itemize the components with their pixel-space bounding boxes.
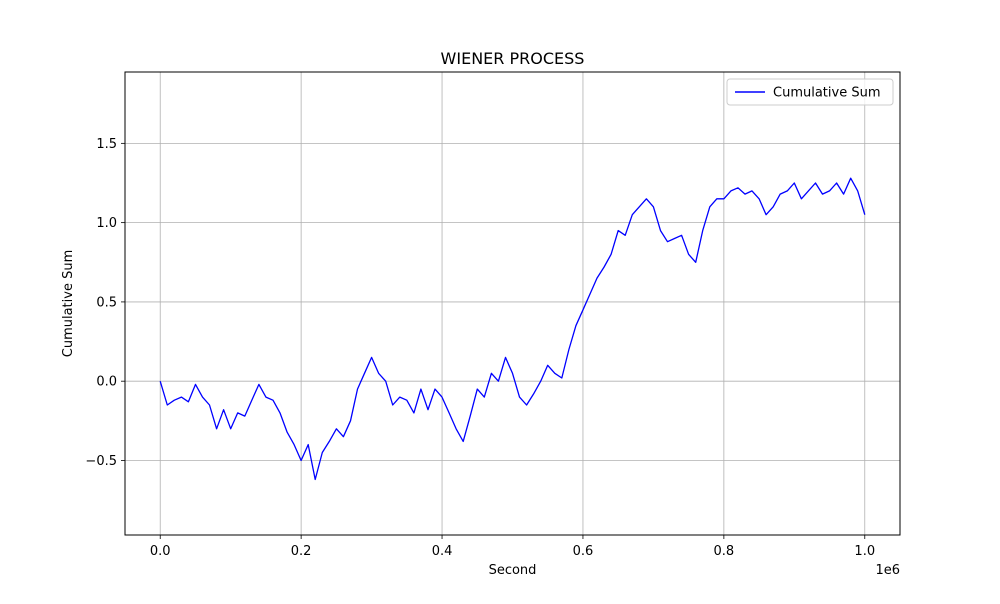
legend: Cumulative Sum: [726, 78, 894, 106]
legend-box: [726, 78, 894, 106]
x-axis-label: Second: [489, 563, 537, 578]
x-tick-label: 0.0: [150, 544, 171, 559]
chart-title: WIENER PROCESS: [441, 49, 585, 68]
legend-label-cumulative-sum: Cumulative Sum: [773, 86, 881, 101]
x-tick-label: 0.2: [291, 544, 312, 559]
x-tick-label: 1.0: [854, 544, 875, 559]
y-tick-label: 0.0: [96, 375, 117, 390]
y-tick-label: 0.5: [96, 295, 117, 310]
grid-lines: [125, 72, 900, 535]
y-tick-label: 1.5: [96, 137, 117, 152]
series-line-cumulative-sum: [159, 177, 866, 481]
x-axis-offset-text: 1e6: [875, 563, 900, 578]
y-tick-label: −0.5: [85, 454, 117, 469]
x-axis-ticks: 0.0 0.2 0.4 0.6 0.8 1.0: [150, 535, 875, 559]
x-tick-label: 0.4: [432, 544, 453, 559]
series-layer: [159, 177, 866, 481]
y-tick-label: 1.0: [96, 216, 117, 231]
y-axis-ticks: −0.5 0.0 0.5 1.0 1.5: [85, 137, 125, 469]
x-tick-label: 0.8: [714, 544, 735, 559]
y-axis-label: Cumulative Sum: [61, 250, 76, 358]
x-tick-label: 0.6: [573, 544, 594, 559]
plot-frame: [124, 71, 901, 536]
